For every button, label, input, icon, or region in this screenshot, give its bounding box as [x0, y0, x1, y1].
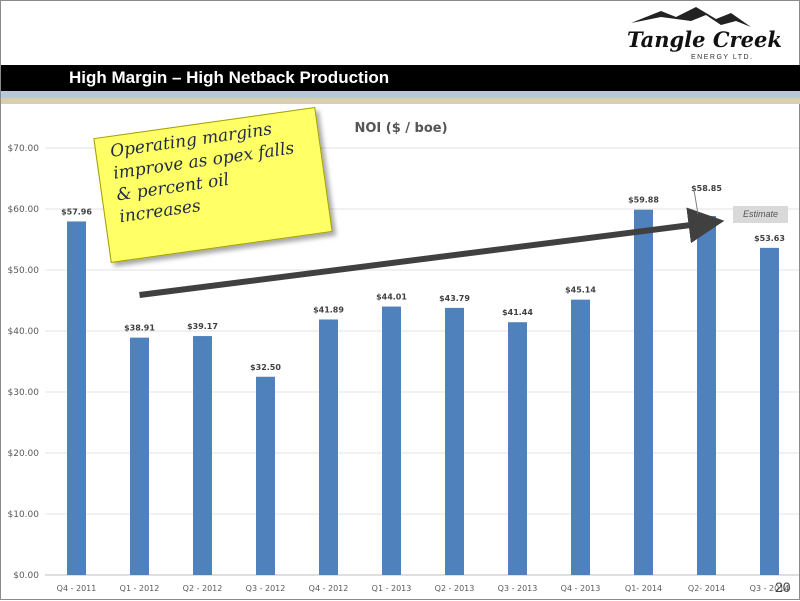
x-tick-label: Q2 - 2013 [435, 584, 475, 593]
data-label: $59.88 [628, 196, 659, 205]
callout-text: Operating margins improve as opex falls … [109, 119, 296, 228]
bar [130, 337, 149, 575]
estimate-leader [693, 189, 699, 215]
y-tick-label: $30.00 [8, 388, 40, 398]
decor-band-tan [1, 98, 800, 104]
estimate-tag: Estimate [733, 206, 788, 223]
x-tick-label: Q4 - 2011 [57, 584, 97, 593]
data-label: $57.96 [61, 207, 92, 216]
data-label: $43.79 [439, 294, 470, 303]
x-tick-label: Q3 - 2014 [750, 584, 790, 593]
y-tick-label: $20.00 [8, 449, 40, 459]
x-tick-label: Q1- 2014 [625, 584, 662, 593]
x-tick-label: Q4 - 2012 [309, 584, 349, 593]
x-tick-label: Q1 - 2012 [120, 584, 160, 593]
bar [256, 376, 275, 575]
svg-text:Tangle Creek: Tangle Creek [627, 27, 781, 52]
chart-title: NOI ($ / boe) [354, 121, 447, 136]
data-label: $39.17 [187, 322, 218, 331]
data-label: $58.85 [691, 184, 722, 193]
y-tick-label: $60.00 [8, 205, 40, 215]
x-tick-label: Q1 - 2013 [372, 584, 412, 593]
y-tick-label: $40.00 [8, 327, 40, 337]
svg-text:ENERGY LTD.: ENERGY LTD. [691, 54, 754, 61]
y-tick-label: $50.00 [8, 266, 40, 276]
x-tick-label: Q2 - 2012 [183, 584, 223, 593]
bar [760, 247, 779, 575]
bar [508, 322, 527, 575]
page-number: 20 [775, 579, 791, 595]
bar [67, 221, 86, 575]
bar [319, 319, 338, 575]
x-tick-label: Q4 - 2013 [561, 584, 601, 593]
bar [697, 216, 716, 575]
data-label: $41.89 [313, 305, 344, 314]
y-tick-label: $10.00 [8, 510, 40, 520]
y-tick-label: $70.00 [8, 144, 40, 154]
slide-title: High Margin – High Netback Production [1, 65, 800, 91]
x-tick-label: Q3 - 2012 [246, 584, 286, 593]
bar [382, 306, 401, 575]
data-label: $41.44 [502, 308, 533, 317]
data-label: $45.14 [565, 286, 596, 295]
bar [634, 209, 653, 575]
y-tick-label: $0.00 [13, 571, 39, 581]
decor-band-blue [1, 91, 800, 98]
bar [571, 299, 590, 575]
x-tick-label: Q3 - 2013 [498, 584, 538, 593]
data-label: $38.91 [124, 324, 155, 333]
company-logo: Tangle Creek ENERGY LTD. [627, 7, 781, 61]
data-label: $32.50 [250, 363, 281, 372]
bar [193, 336, 212, 575]
data-label: $44.01 [376, 293, 407, 302]
x-tick-label: Q2- 2014 [688, 584, 725, 593]
bar [445, 307, 464, 575]
data-label: $53.63 [754, 234, 785, 243]
trend-arrow [139, 207, 725, 298]
